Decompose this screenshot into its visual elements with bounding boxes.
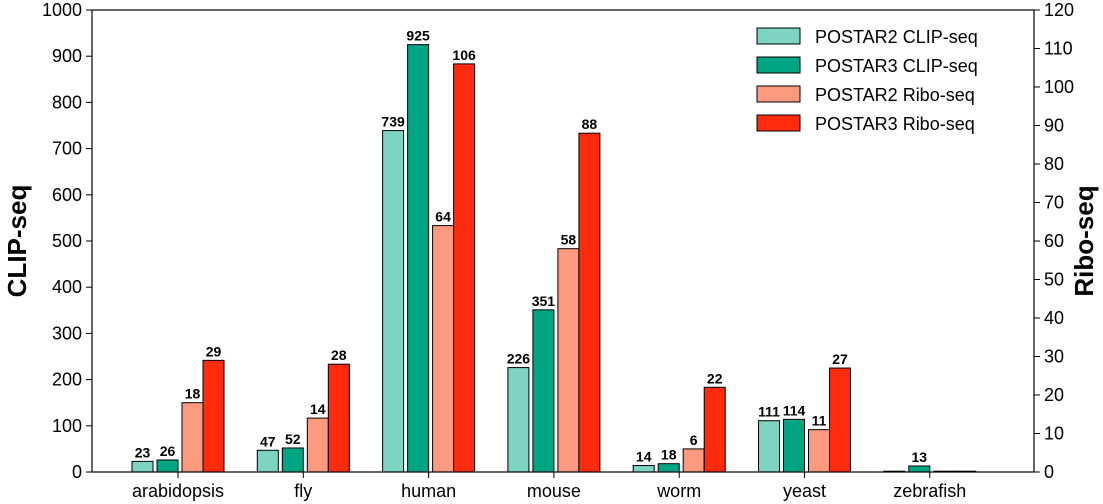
bar-postar2-clip-seq-worm	[632, 465, 655, 473]
data-label: 106	[452, 47, 476, 63]
data-label: 27	[832, 351, 848, 367]
y-right-tick-label: 90	[1044, 116, 1064, 136]
data-label: 11	[812, 413, 827, 429]
bar-postar3-ribo-seq-human	[453, 63, 476, 473]
data-label: 6	[690, 432, 698, 448]
y-left-tick-label: 900	[52, 46, 82, 66]
y-left-tick-label: 300	[52, 323, 82, 343]
bar-postar3-ribo-seq-yeast	[829, 367, 851, 473]
data-label: 925	[406, 28, 430, 44]
y-right-tick-label: 120	[1044, 0, 1074, 20]
bar-postar3-ribo-seq-fly	[327, 363, 350, 473]
legend-swatch	[756, 114, 801, 132]
bar-postar2-clip-seq-human	[382, 130, 405, 473]
y-right-tick-label: 110	[1044, 39, 1073, 59]
y-right-tick-label: 0	[1044, 462, 1054, 482]
data-label: 23	[135, 444, 151, 460]
bar-postar3-clip-seq-yeast	[783, 418, 805, 473]
data-label: 47	[260, 433, 276, 449]
data-label: 58	[561, 232, 577, 248]
bar-postar3-clip-seq-arabidopsis	[156, 459, 179, 473]
bar-postar3-clip-seq-zebrafish	[908, 465, 931, 473]
bar-postar3-clip-seq-mouse	[532, 309, 555, 473]
x-tick-label: fly	[294, 481, 312, 501]
legend-swatch	[756, 27, 801, 45]
x-tick-label: zebrafish	[893, 481, 966, 501]
bar-postar2-ribo-seq-fly	[306, 417, 329, 473]
y-left-tick-label: 1000	[42, 0, 82, 20]
y-right-tick-label: 10	[1044, 424, 1064, 444]
bar-postar3-ribo-seq-arabidopsis	[202, 359, 225, 473]
y-right-tick-label: 70	[1044, 193, 1064, 213]
bar-postar2-ribo-seq-worm	[682, 448, 705, 473]
bar-postar3-clip-seq-fly	[281, 447, 304, 473]
data-label: 18	[185, 386, 201, 402]
data-label: 64	[435, 209, 451, 225]
y-left-tick-label: 100	[52, 416, 82, 436]
bar-postar2-clip-seq-arabidopsis	[131, 460, 154, 473]
legend-label: POSTAR3 Ribo-seq	[815, 114, 975, 134]
y-left-tick-label: 700	[52, 139, 82, 159]
data-label: 739	[381, 114, 405, 130]
y-left-tick-label: 500	[52, 231, 82, 251]
data-label: 111	[758, 404, 780, 420]
y-left-tick-label: 0	[72, 462, 82, 482]
data-label: 26	[160, 443, 176, 459]
y-right-tick-label: 20	[1044, 385, 1064, 405]
y-right-tick-label: 60	[1044, 231, 1064, 251]
data-label: 29	[206, 343, 222, 359]
x-tick-label: worm	[656, 481, 701, 501]
y-left-tick-label: 400	[52, 277, 82, 297]
bar-postar2-ribo-seq-human	[432, 225, 455, 473]
legend-swatch	[756, 85, 801, 103]
bar-postar2-ribo-seq-mouse	[557, 248, 580, 473]
data-label: 88	[582, 116, 598, 132]
bar-postar3-ribo-seq-worm	[703, 386, 726, 473]
data-label: 14	[636, 449, 652, 465]
y-right-tick-label: 50	[1044, 270, 1064, 290]
legend-label: POSTAR2 CLIP-seq	[815, 27, 978, 47]
x-tick-label: yeast	[783, 481, 826, 501]
bar-postar2-ribo-seq-yeast	[808, 429, 830, 473]
data-label: 13	[912, 449, 928, 465]
bar-postar3-clip-seq-human	[407, 44, 430, 473]
data-label: 226	[507, 351, 531, 367]
axes-layer: arabidopsis fly human mouse worm yeast zebrafi…	[42, 0, 1074, 501]
x-tick-label: human	[401, 481, 456, 501]
bar-postar3-clip-seq-worm	[657, 463, 680, 473]
data-label: 52	[285, 431, 301, 447]
y-right-tick-label: 80	[1044, 154, 1064, 174]
data-label: 28	[331, 347, 347, 363]
y-left-tick-label: 200	[52, 370, 82, 390]
data-label: 18	[661, 447, 677, 463]
bars-layer	[131, 44, 977, 473]
bar-postar3-ribo-seq-mouse	[578, 132, 601, 473]
legend-label: POSTAR3 CLIP-seq	[815, 56, 978, 76]
legend-label: POSTAR2 Ribo-seq	[815, 85, 975, 105]
bar-postar2-clip-seq-fly	[256, 449, 279, 473]
legend: POSTAR2 CLIP-seq POSTAR3 CLIP-seq POSTAR2 …	[756, 27, 978, 134]
bar-postar2-clip-seq-mouse	[507, 367, 530, 473]
x-tick-label: arabidopsis	[132, 481, 224, 501]
data-label: 351	[532, 293, 556, 309]
bar-postar2-ribo-seq-arabidopsis	[181, 402, 204, 473]
x-tick-label: mouse	[527, 481, 581, 501]
y-right-tick-label: 40	[1044, 308, 1064, 328]
data-label: 22	[707, 370, 723, 386]
bar-postar2-clip-seq-yeast	[758, 420, 780, 473]
y-axis-right-title: Ribo-seq	[1069, 185, 1099, 296]
legend-swatch	[756, 56, 801, 74]
data-label: 14	[310, 401, 326, 417]
data-label: 114	[783, 402, 806, 418]
y-axis-left-title: CLIP-seq	[2, 185, 32, 298]
y-left-tick-label: 800	[52, 92, 82, 112]
y-left-tick-label: 600	[52, 185, 82, 205]
y-right-tick-label: 100	[1044, 77, 1074, 97]
y-right-tick-label: 30	[1044, 347, 1064, 367]
